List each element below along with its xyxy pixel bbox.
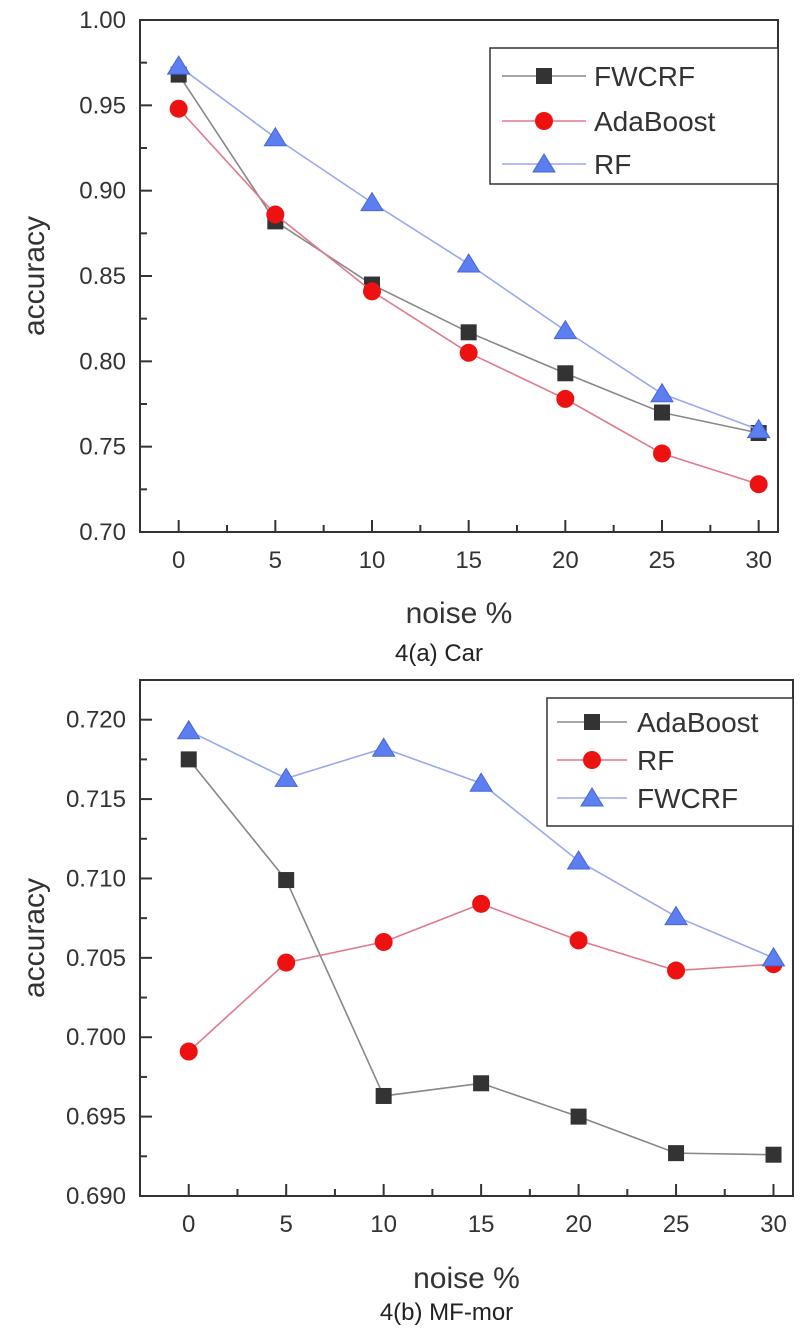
x-tick-label: 15: [468, 1211, 495, 1238]
series-rf: [166, 55, 771, 439]
chart-caption: 4(b) MF-mor: [380, 1299, 513, 1326]
legend-marker: [583, 751, 601, 769]
data-point: [277, 953, 296, 972]
data-point: [566, 850, 591, 870]
legend-label: FWCRF: [594, 61, 695, 92]
x-tick-label: 5: [269, 547, 282, 574]
series-adaboost: [169, 99, 768, 494]
data-point: [667, 961, 686, 980]
data-point: [274, 767, 299, 787]
data-point: [473, 1075, 490, 1092]
y-tick-label: 0.700: [66, 1024, 126, 1051]
legend-label: RF: [637, 745, 674, 776]
legend: FWCRF AdaBoost RF: [489, 47, 779, 185]
legend-label: AdaBoost: [637, 707, 759, 738]
data-point: [166, 55, 191, 75]
x-tick-label: 25: [649, 547, 676, 574]
data-point: [472, 894, 491, 913]
data-point: [556, 389, 575, 408]
x-tick-label: 10: [370, 1211, 397, 1238]
data-point: [363, 282, 381, 301]
legend: AdaBoost RF FWCRF: [546, 697, 794, 827]
data-point: [654, 404, 670, 421]
x-tick-label: 15: [455, 547, 482, 574]
y-tick-label: 0.715: [66, 786, 126, 813]
data-point: [176, 719, 201, 740]
data-point: [746, 418, 771, 439]
data-point: [169, 99, 188, 118]
data-point: [557, 365, 574, 382]
data-point: [266, 205, 285, 224]
x-tick-label: 30: [745, 547, 772, 574]
data-point: [460, 324, 477, 341]
data-point: [371, 737, 396, 757]
data-point: [263, 126, 288, 147]
y-tick-label: 0.90: [79, 178, 126, 205]
data-point: [456, 253, 481, 273]
data-point: [650, 382, 674, 403]
data-point: [180, 751, 197, 768]
y-tick-label: 0.690: [66, 1183, 126, 1210]
series-rf: [179, 894, 783, 1061]
y-tick-label: 0.70: [79, 519, 126, 546]
y-axis-label: accuracy: [18, 878, 51, 998]
data-point: [469, 772, 494, 792]
y-tick-label: 0.710: [66, 865, 126, 892]
x-axis-label: noise %: [413, 1262, 520, 1295]
plot-frame: [139, 679, 794, 1197]
y-tick-label: 0.80: [79, 348, 126, 375]
data-point: [179, 1042, 198, 1061]
data-point: [374, 932, 393, 951]
data-point: [668, 1145, 685, 1162]
legend-marker: [532, 153, 556, 173]
x-tick-label: 10: [359, 547, 386, 574]
x-tick-label: 25: [663, 1211, 690, 1238]
legend-marker: [584, 714, 600, 730]
data-point: [553, 319, 578, 340]
data-point: [653, 444, 671, 463]
y-tick-label: 0.95: [79, 92, 126, 119]
y-tick-label: 0.85: [79, 263, 126, 290]
data-point: [570, 1108, 587, 1125]
legend-marker: [580, 787, 604, 807]
data-point: [375, 1087, 392, 1104]
x-tick-label: 5: [280, 1211, 293, 1238]
series-adaboost: [180, 751, 782, 1163]
y-tick-label: 0.75: [79, 434, 126, 461]
y-tick-label: 0.720: [66, 707, 126, 734]
data-point: [360, 191, 384, 212]
x-tick-label: 20: [552, 547, 579, 574]
chart-a: 0.70 0.75 0.80 0.85 0.90 0.95 1.00 0 5 10 15 20 25 30…: [18, 7, 779, 667]
data-point: [278, 872, 295, 889]
x-tick-label: 0: [182, 1211, 195, 1238]
y-axis-label: accuracy: [18, 216, 51, 336]
data-point: [761, 946, 786, 967]
data-point: [459, 343, 478, 362]
chart-caption: 4(a) Car: [395, 640, 483, 667]
legend-label: FWCRF: [637, 783, 738, 814]
x-axis-label: noise %: [406, 597, 513, 630]
legend-label: AdaBoost: [594, 106, 716, 137]
legend-marker: [536, 68, 552, 84]
y-tick-label: 1.00: [79, 7, 126, 34]
x-tick-label: 30: [760, 1211, 787, 1238]
data-point: [664, 905, 688, 926]
series-fwcrf: [176, 719, 786, 967]
data-point: [765, 1146, 782, 1163]
x-tick-label: 20: [565, 1211, 592, 1238]
chart-b: 0.690 0.695 0.700 0.705 0.710 0.715 0.720 0 5 10 1…: [18, 679, 794, 1326]
legend-label: RF: [594, 149, 631, 180]
data-point: [749, 475, 768, 494]
y-tick-label: 0.705: [66, 945, 126, 972]
y-tick-label: 0.695: [66, 1104, 126, 1131]
x-tick-label: 0: [172, 547, 185, 574]
series-line: [188, 903, 774, 1053]
legend-marker: [535, 112, 553, 130]
data-point: [569, 931, 588, 950]
